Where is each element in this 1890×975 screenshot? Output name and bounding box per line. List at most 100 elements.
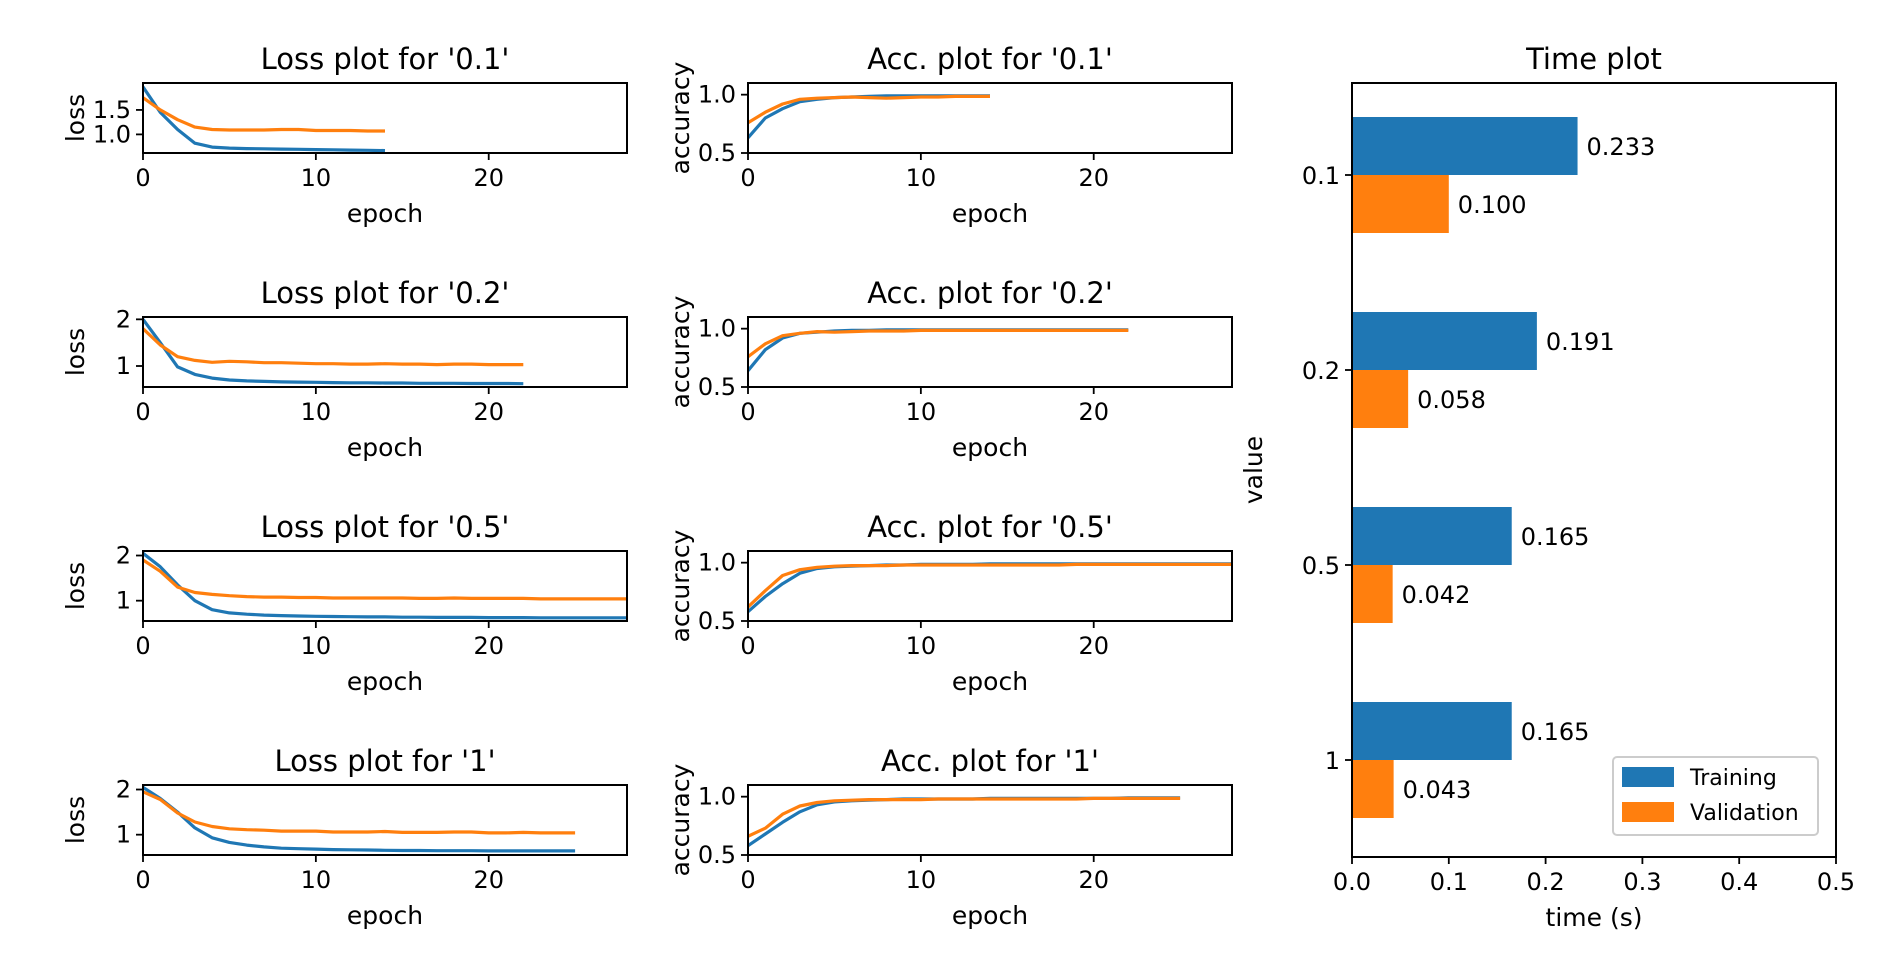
x-tick-label: 0.1: [1430, 868, 1468, 896]
subplot-1: 0 10 20 0.5 1.0 Acc. plot for '0.1' epoch accur…: [666, 42, 1233, 228]
validation-line: [748, 94, 990, 125]
y-tick-label: 1.0: [698, 783, 736, 811]
validation-line: [748, 328, 1129, 358]
subplot-title: Time plot: [1525, 42, 1662, 76]
y-tick-label: 2: [116, 305, 131, 333]
x-tick-label: 10: [301, 866, 332, 894]
x-axis-label: epoch: [952, 667, 1028, 696]
subplot-title: Loss plot for '0.5': [261, 510, 510, 544]
validation-bar: [1352, 175, 1449, 233]
y-tick-label: 1.0: [698, 315, 736, 343]
legend-label: Training: [1689, 766, 1777, 791]
x-axis-label: epoch: [347, 901, 423, 930]
x-axis-label: epoch: [952, 433, 1028, 462]
bar-value-label: 0.042: [1402, 581, 1471, 609]
legend-label: Validation: [1690, 801, 1799, 826]
x-tick-label: 10: [906, 632, 937, 660]
x-tick-label: 0.2: [1527, 868, 1565, 896]
plot-frame: [142, 550, 628, 622]
x-tick-label: 0: [135, 164, 150, 192]
plot-frame: [142, 82, 628, 154]
validation-line: [143, 96, 385, 133]
x-tick-label: 10: [301, 164, 332, 192]
y-tick-label: 2: [116, 542, 131, 570]
validation-line: [748, 796, 1181, 838]
y-tick-label: 0.5: [698, 373, 736, 401]
y-tick-label: 1.0: [93, 120, 131, 148]
bar-value-label: 0.043: [1403, 776, 1472, 804]
plot-frame: [747, 82, 1233, 154]
y-axis-label: loss: [61, 94, 90, 142]
subplot-title: Acc. plot for '1': [881, 744, 1099, 778]
validation-line: [143, 790, 576, 835]
x-tick-label: 0.0: [1333, 868, 1371, 896]
subplot-3: 0 10 20 0.5 1.0 Acc. plot for '0.2' epoch accur…: [666, 276, 1233, 462]
x-tick-label: 10: [906, 866, 937, 894]
y-tick-label: 1.0: [698, 81, 736, 109]
x-axis-label: epoch: [952, 901, 1028, 930]
x-tick-label: 20: [473, 164, 504, 192]
x-tick-label: 20: [1078, 632, 1109, 660]
subplot-5: 0 10 20 0.5 1.0 Acc. plot for '0.5' epoch accur…: [666, 510, 1233, 696]
x-axis-label: epoch: [952, 199, 1028, 228]
subplot-4: 0 10 20 1 2 Loss plot for '0.5' epoch loss: [61, 510, 628, 696]
plot-frame: [142, 784, 628, 856]
validation-line: [748, 562, 1232, 609]
x-axis-label: epoch: [347, 667, 423, 696]
subplot-0: 0 10 20 1.01.5 Loss plot for '0.1' epoch loss: [61, 42, 628, 228]
x-tick-label: 20: [1078, 866, 1109, 894]
x-tick-label: 20: [473, 866, 504, 894]
validation-line: [143, 327, 524, 367]
y-axis-label: value: [1239, 436, 1268, 504]
category-label: 0.1: [1302, 162, 1340, 190]
x-axis-label: time (s): [1546, 903, 1643, 932]
y-tick-label: 0.5: [698, 841, 736, 869]
plot-frame: [142, 316, 628, 388]
legend-swatch: [1622, 767, 1674, 787]
training-line: [143, 318, 524, 386]
subplot-title: Loss plot for '0.1': [261, 42, 510, 76]
bar-value-label: 0.058: [1417, 386, 1486, 414]
category-label: 0.2: [1302, 357, 1340, 385]
subplot-6: 0 10 20 1 2 Loss plot for '1' epoch loss: [61, 744, 628, 930]
legend-swatch: [1622, 802, 1674, 822]
x-tick-label: 10: [906, 164, 937, 192]
x-tick-label: 0: [740, 632, 755, 660]
x-tick-label: 20: [1078, 398, 1109, 426]
subplot-title: Loss plot for '1': [274, 744, 495, 778]
validation-bar: [1352, 370, 1409, 428]
bar-value-label: 0.233: [1587, 133, 1656, 161]
x-tick-label: 0: [135, 866, 150, 894]
training-line: [748, 562, 1232, 613]
x-tick-label: 10: [301, 398, 332, 426]
training-line: [748, 328, 1129, 372]
y-axis-label: accuracy: [666, 529, 695, 642]
x-tick-label: 0: [740, 866, 755, 894]
training-line: [143, 785, 576, 853]
y-tick-label: 1.5: [93, 96, 131, 124]
y-tick-label: 1: [116, 587, 131, 615]
subplot-title: Acc. plot for '0.1': [867, 42, 1113, 76]
x-tick-label: 0: [135, 632, 150, 660]
x-axis-label: epoch: [347, 199, 423, 228]
y-axis-label: accuracy: [666, 295, 695, 408]
y-tick-label: 0.5: [698, 607, 736, 635]
y-axis-label: loss: [61, 328, 90, 376]
legend: Training Validation: [1612, 756, 1819, 836]
training-bar: [1352, 312, 1537, 370]
x-tick-label: 10: [906, 398, 937, 426]
y-axis-label: accuracy: [666, 763, 695, 876]
subplot-2: 0 10 20 1 2 Loss plot for '0.2' epoch loss: [61, 276, 628, 462]
y-axis-label: loss: [61, 796, 90, 844]
bar-value-label: 0.191: [1546, 328, 1615, 356]
subplot-7: 0 10 20 0.5 1.0 Acc. plot for '1' epoch accurac…: [666, 744, 1233, 930]
x-tick-label: 0.5: [1817, 868, 1855, 896]
x-tick-label: 0: [740, 164, 755, 192]
validation-bar: [1352, 760, 1394, 818]
y-tick-label: 2: [116, 776, 131, 804]
validation-bar: [1352, 565, 1393, 623]
training-bar: [1352, 702, 1512, 760]
y-tick-label: 1: [116, 821, 131, 849]
bar-value-label: 0.100: [1458, 191, 1527, 219]
